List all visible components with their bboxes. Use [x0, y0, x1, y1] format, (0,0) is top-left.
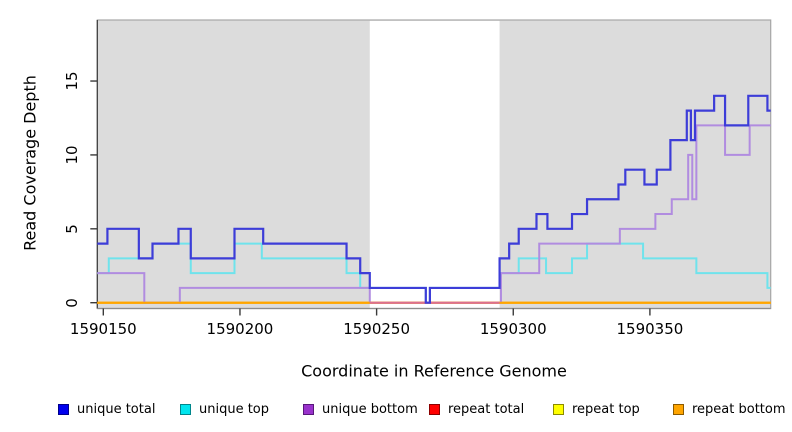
y-tick-label: 0: [63, 297, 81, 308]
coverage-plot-canvas: [90, 19, 772, 316]
repeat-bottom-swatch-icon: [673, 403, 684, 415]
legend-item-repeat-total: repeat total: [429, 400, 524, 418]
unique-bottom-swatch-icon: [303, 403, 314, 415]
repeat-top-swatch-icon: [553, 403, 564, 415]
gap-region: [369, 20, 500, 309]
x-tick-label: 1590350: [616, 320, 684, 338]
y-tick-label: 15: [63, 71, 81, 91]
legend-item-unique-total: unique total: [58, 400, 155, 418]
series-unique-total: [97, 94, 771, 304]
x-tick-label: 1590250: [343, 320, 410, 338]
legend-label: unique total: [77, 401, 156, 417]
repeat-total-swatch-icon: [429, 403, 440, 415]
legend-item-unique-top: unique top: [180, 400, 269, 418]
unique-top-swatch-icon: [180, 403, 191, 415]
series-unique-bottom: [97, 124, 771, 304]
legend-label: repeat total: [448, 401, 525, 417]
legend-label: repeat top: [572, 401, 640, 417]
legend-item-repeat-top: repeat top: [553, 400, 640, 418]
x-tick-label: 1590200: [206, 320, 274, 338]
legend-label: unique top: [199, 401, 270, 417]
x-tick-label: 1590150: [69, 320, 137, 338]
y-axis-title: Read Coverage Depth: [20, 75, 40, 251]
legend-label: unique bottom: [322, 401, 418, 417]
x-axis-title: Coordinate in Reference Genome: [301, 361, 567, 381]
legend-item-unique-bottom: unique bottom: [303, 400, 418, 418]
y-tick-label: 5: [63, 224, 81, 234]
legend-label: repeat bottom: [692, 401, 786, 417]
unique-total-swatch-icon: [58, 403, 69, 415]
legend-item-repeat-bottom: repeat bottom: [673, 400, 786, 418]
x-tick-label: 1590300: [479, 320, 547, 338]
y-tick-label: 10: [63, 145, 81, 165]
